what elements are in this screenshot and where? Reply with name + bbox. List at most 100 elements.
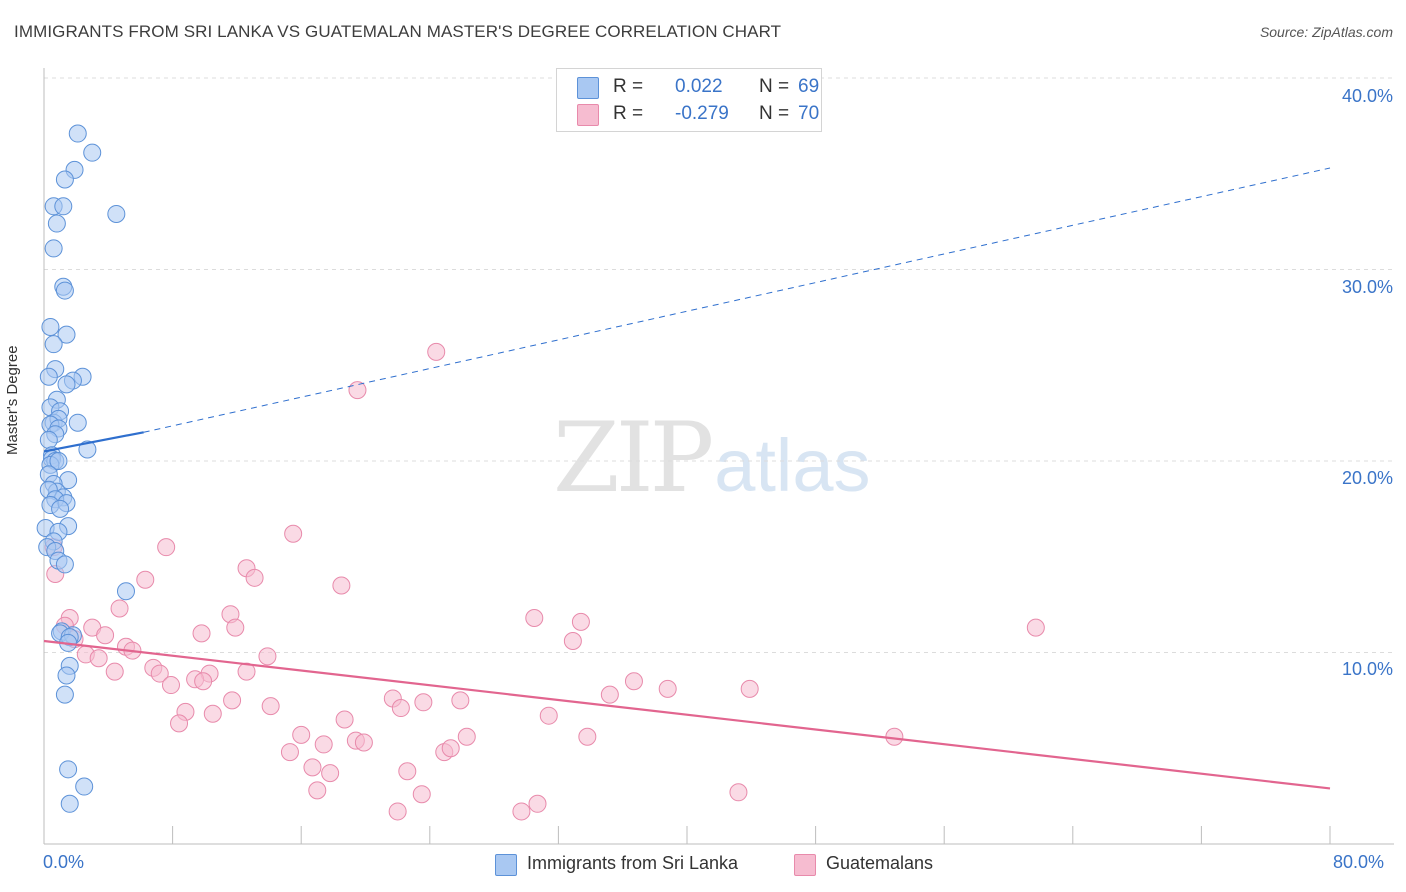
y-tick-label-30: 30.0%: [1341, 277, 1393, 297]
point-guatemalan: [354, 733, 373, 752]
bottom-legend-label: Guatemalans: [826, 853, 934, 873]
point-guatemalan: [528, 794, 547, 813]
point-guatemalan: [314, 735, 333, 754]
point-sri-lanka: [54, 197, 73, 216]
point-sri-lanka: [57, 325, 76, 344]
point-guatemalan: [539, 706, 558, 725]
chart-title: IMMIGRANTS FROM SRI LANKA VS GUATEMALAN …: [14, 22, 782, 41]
point-guatemalan: [1026, 618, 1045, 637]
source-credit: Source: ZipAtlas.com: [1259, 24, 1393, 40]
point-sri-lanka: [78, 440, 97, 459]
point-guatemalan: [729, 783, 748, 802]
point-guatemalan: [150, 664, 169, 683]
x-tick-label-max: 80.0%: [1333, 852, 1385, 872]
point-sri-lanka: [83, 143, 102, 162]
bottom-legend-swatch-pink: [794, 854, 816, 876]
point-guatemalan: [740, 679, 759, 698]
legend-n-value: 70: [798, 103, 820, 124]
point-sri-lanka: [75, 777, 94, 796]
point-sri-lanka: [107, 204, 126, 223]
legend-n-label: N =: [759, 76, 790, 97]
point-sri-lanka: [55, 281, 74, 300]
point-guatemalan: [110, 599, 129, 618]
watermark-zip: ZIP: [553, 402, 714, 514]
point-sri-lanka: [55, 170, 74, 189]
point-guatemalan: [223, 691, 242, 710]
point-guatemalan: [441, 739, 460, 758]
point-sri-lanka: [44, 335, 63, 354]
point-guatemalan: [194, 672, 213, 691]
point-sri-lanka: [39, 367, 58, 386]
trend-line-sri-lanka-extension: [143, 167, 1331, 433]
bottom-legend-label: Immigrants from Sri Lanka: [527, 853, 739, 873]
point-guatemalan: [388, 802, 407, 821]
point-guatemalan: [624, 672, 643, 691]
point-sri-lanka: [41, 317, 60, 336]
trend-line-sri-lanka: [43, 431, 144, 453]
point-guatemalan: [398, 762, 417, 781]
point-sri-lanka: [39, 430, 58, 449]
point-sri-lanka: [59, 760, 78, 779]
x-tick-label-min: 0.0%: [43, 852, 85, 872]
point-sri-lanka: [49, 452, 68, 470]
point-guatemalan: [512, 802, 531, 821]
point-guatemalan: [457, 727, 476, 746]
bottom-legend-swatch-blue: [495, 854, 517, 876]
y-tick-label-20: 20.0%: [1341, 468, 1393, 488]
legend-n-label: N =: [759, 103, 790, 124]
legend-swatch-blue: [577, 77, 599, 99]
point-sri-lanka: [51, 499, 70, 518]
legend-r-value: -0.279: [675, 103, 729, 124]
point-guatemalan: [89, 649, 108, 668]
point-guatemalan: [161, 676, 180, 695]
point-sri-lanka: [68, 413, 87, 432]
point-guatemalan: [427, 342, 446, 361]
point-guatemalan: [525, 609, 544, 628]
legend-swatch-pink: [577, 104, 599, 126]
point-guatemalan: [157, 538, 176, 557]
point-sri-lanka: [44, 239, 63, 258]
point-guatemalan: [192, 624, 211, 643]
point-sri-lanka: [57, 666, 76, 685]
legend-r-label: R =: [613, 76, 644, 97]
point-sri-lanka: [116, 582, 135, 601]
point-guatemalan: [292, 725, 311, 744]
point-guatemalan: [136, 570, 155, 589]
y-tick-label-40: 40.0%: [1341, 86, 1393, 106]
point-guatemalan: [284, 524, 303, 543]
point-guatemalan: [308, 781, 327, 800]
point-guatemalan: [170, 714, 189, 733]
point-guatemalan: [303, 758, 322, 777]
point-guatemalan: [105, 662, 124, 681]
point-guatemalan: [261, 697, 280, 716]
trend-line-guatemalans: [43, 639, 1331, 790]
point-sri-lanka: [55, 685, 74, 704]
point-guatemalan: [96, 626, 115, 645]
point-guatemalan: [391, 699, 410, 718]
point-guatemalan: [226, 618, 245, 637]
legend-r-label: R =: [613, 103, 644, 124]
point-guatemalan: [451, 691, 470, 710]
point-guatemalan: [321, 764, 340, 783]
point-guatemalan: [571, 612, 590, 631]
point-guatemalan: [280, 743, 299, 762]
point-sri-lanka: [60, 794, 79, 813]
watermark-atlas: atlas: [714, 424, 871, 507]
watermark: ZIPatlas: [553, 402, 871, 514]
point-sri-lanka: [68, 124, 87, 143]
point-guatemalan: [563, 632, 582, 651]
point-sri-lanka: [55, 555, 74, 574]
point-guatemalan: [335, 710, 354, 729]
legend-n-value: 69: [798, 76, 820, 97]
point-guatemalan: [412, 785, 431, 804]
point-guatemalan: [203, 704, 222, 723]
point-guatemalan: [658, 679, 677, 698]
point-guatemalan: [600, 685, 619, 704]
point-guatemalan: [332, 576, 351, 595]
y-tick-label-10: 10.0%: [1341, 659, 1393, 679]
point-guatemalan: [578, 727, 597, 746]
point-sri-lanka: [57, 375, 76, 394]
point-sri-lanka: [47, 214, 66, 233]
point-guatemalan: [414, 693, 433, 712]
